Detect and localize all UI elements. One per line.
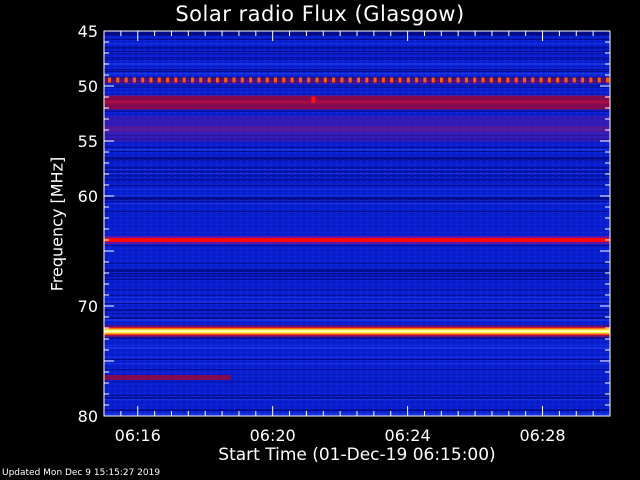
band-49-5-dot bbox=[249, 77, 253, 83]
band-49-5-dot bbox=[589, 77, 593, 83]
band-49-5-dot bbox=[406, 77, 410, 83]
band-white bbox=[104, 327, 610, 336]
x-tick-label: 06:24 bbox=[385, 426, 431, 445]
band-dark-red-core bbox=[104, 100, 610, 104]
band-49-5-dot bbox=[290, 77, 294, 83]
band-49-5-dot bbox=[298, 77, 302, 83]
band-49-5-dot bbox=[141, 77, 145, 83]
band-49-5-dot bbox=[257, 77, 261, 83]
band-49-5-dot bbox=[498, 77, 502, 83]
band-49-5-dot bbox=[481, 77, 485, 83]
band-49-5-dot bbox=[572, 77, 576, 83]
band-49-5-dot bbox=[398, 77, 402, 83]
y-tick-label: 60 bbox=[78, 187, 98, 206]
band-49-5-dot bbox=[132, 77, 136, 83]
band-49-5-dot bbox=[116, 77, 120, 83]
band-49-5-dot bbox=[332, 77, 336, 83]
band-49-5-dot bbox=[282, 77, 286, 83]
band-49-5-dot bbox=[323, 77, 327, 83]
band-49-5-dot bbox=[315, 77, 319, 83]
band-49-5-dot bbox=[215, 77, 219, 83]
y-tick-label: 55 bbox=[78, 132, 98, 151]
band-49-5-dot bbox=[124, 77, 128, 83]
band-49-5-dot bbox=[357, 77, 360, 83]
band-49-5-dot bbox=[108, 77, 111, 83]
band-49-5-dot bbox=[531, 77, 535, 83]
band-49-5-dot bbox=[240, 77, 244, 83]
band-49-5-dot bbox=[307, 77, 311, 83]
band-49-5-dot bbox=[232, 77, 236, 83]
band-49-5-dot bbox=[556, 77, 560, 83]
band-49-5-dot bbox=[373, 77, 377, 83]
band-49-5-dot bbox=[274, 77, 277, 83]
axes-layer: 45 50 55 60 70 80 06:16 06:20 06:24 06:28 bbox=[78, 22, 611, 445]
band-purple-core bbox=[104, 126, 610, 132]
heatmap-layer bbox=[104, 31, 610, 416]
y-tick-label: 70 bbox=[78, 297, 98, 316]
band-49-5-dot bbox=[581, 77, 585, 83]
band-49-5-dot bbox=[381, 77, 385, 83]
band-49-5-dot bbox=[340, 77, 344, 83]
band-49-5-dot bbox=[606, 77, 609, 83]
band-dark-red bbox=[104, 375, 231, 380]
band-49-5-dot bbox=[440, 77, 443, 83]
band-49-5-dot bbox=[265, 77, 269, 83]
band-49-5-dot bbox=[157, 77, 161, 83]
band-red bbox=[104, 238, 610, 242]
band-49-5-dot bbox=[431, 77, 435, 83]
heatmap-speckle bbox=[104, 31, 610, 416]
band-49-5-dot bbox=[448, 77, 452, 83]
x-tick-label: 06:20 bbox=[250, 426, 296, 445]
x-tick-label: 06:28 bbox=[519, 426, 565, 445]
band-49-5-dot bbox=[514, 77, 518, 83]
band-49-5-dot bbox=[489, 77, 493, 83]
band-49-5-dot bbox=[191, 77, 194, 83]
band-49-5-dot bbox=[597, 77, 601, 83]
band-49-5-dot bbox=[348, 77, 352, 83]
update-timestamp: Updated Mon Dec 9 15:15:27 2019 bbox=[2, 468, 161, 478]
band-49-5-dot bbox=[473, 77, 477, 83]
chart-title: Solar radio Flux (Glasgow) bbox=[175, 2, 465, 26]
band-49-5-dot bbox=[415, 77, 419, 83]
band-49-5-dot bbox=[539, 77, 543, 83]
band-49-5-dot bbox=[564, 77, 568, 83]
band-49-5-dot bbox=[182, 77, 186, 83]
band-49-5-dot bbox=[149, 77, 153, 83]
y-tick-label: 45 bbox=[78, 22, 98, 41]
y-tick-label: 50 bbox=[78, 77, 98, 96]
band-49-5-dot bbox=[166, 77, 170, 83]
band-49-5-dot bbox=[464, 77, 468, 83]
band-49-5-dot bbox=[547, 77, 551, 83]
band-49-5-dot bbox=[199, 77, 203, 83]
x-tick-label: 06:16 bbox=[115, 426, 161, 445]
band-49-5-dot bbox=[207, 77, 211, 83]
band-49-5-dot bbox=[365, 77, 369, 83]
band-49-5-dot bbox=[224, 77, 228, 83]
band-49-5-dot bbox=[456, 77, 460, 83]
band-49-5-dot bbox=[523, 77, 526, 83]
y-tick-label: 80 bbox=[78, 407, 98, 426]
band-49-5-dot bbox=[174, 77, 178, 83]
band-spike bbox=[311, 96, 316, 103]
band-49-5-dot bbox=[423, 77, 427, 83]
band-49-5-dot bbox=[390, 77, 394, 83]
band-49-5-dot bbox=[506, 77, 510, 83]
x-axis-label: Start Time (01-Dec-19 06:15:00) bbox=[218, 445, 496, 465]
